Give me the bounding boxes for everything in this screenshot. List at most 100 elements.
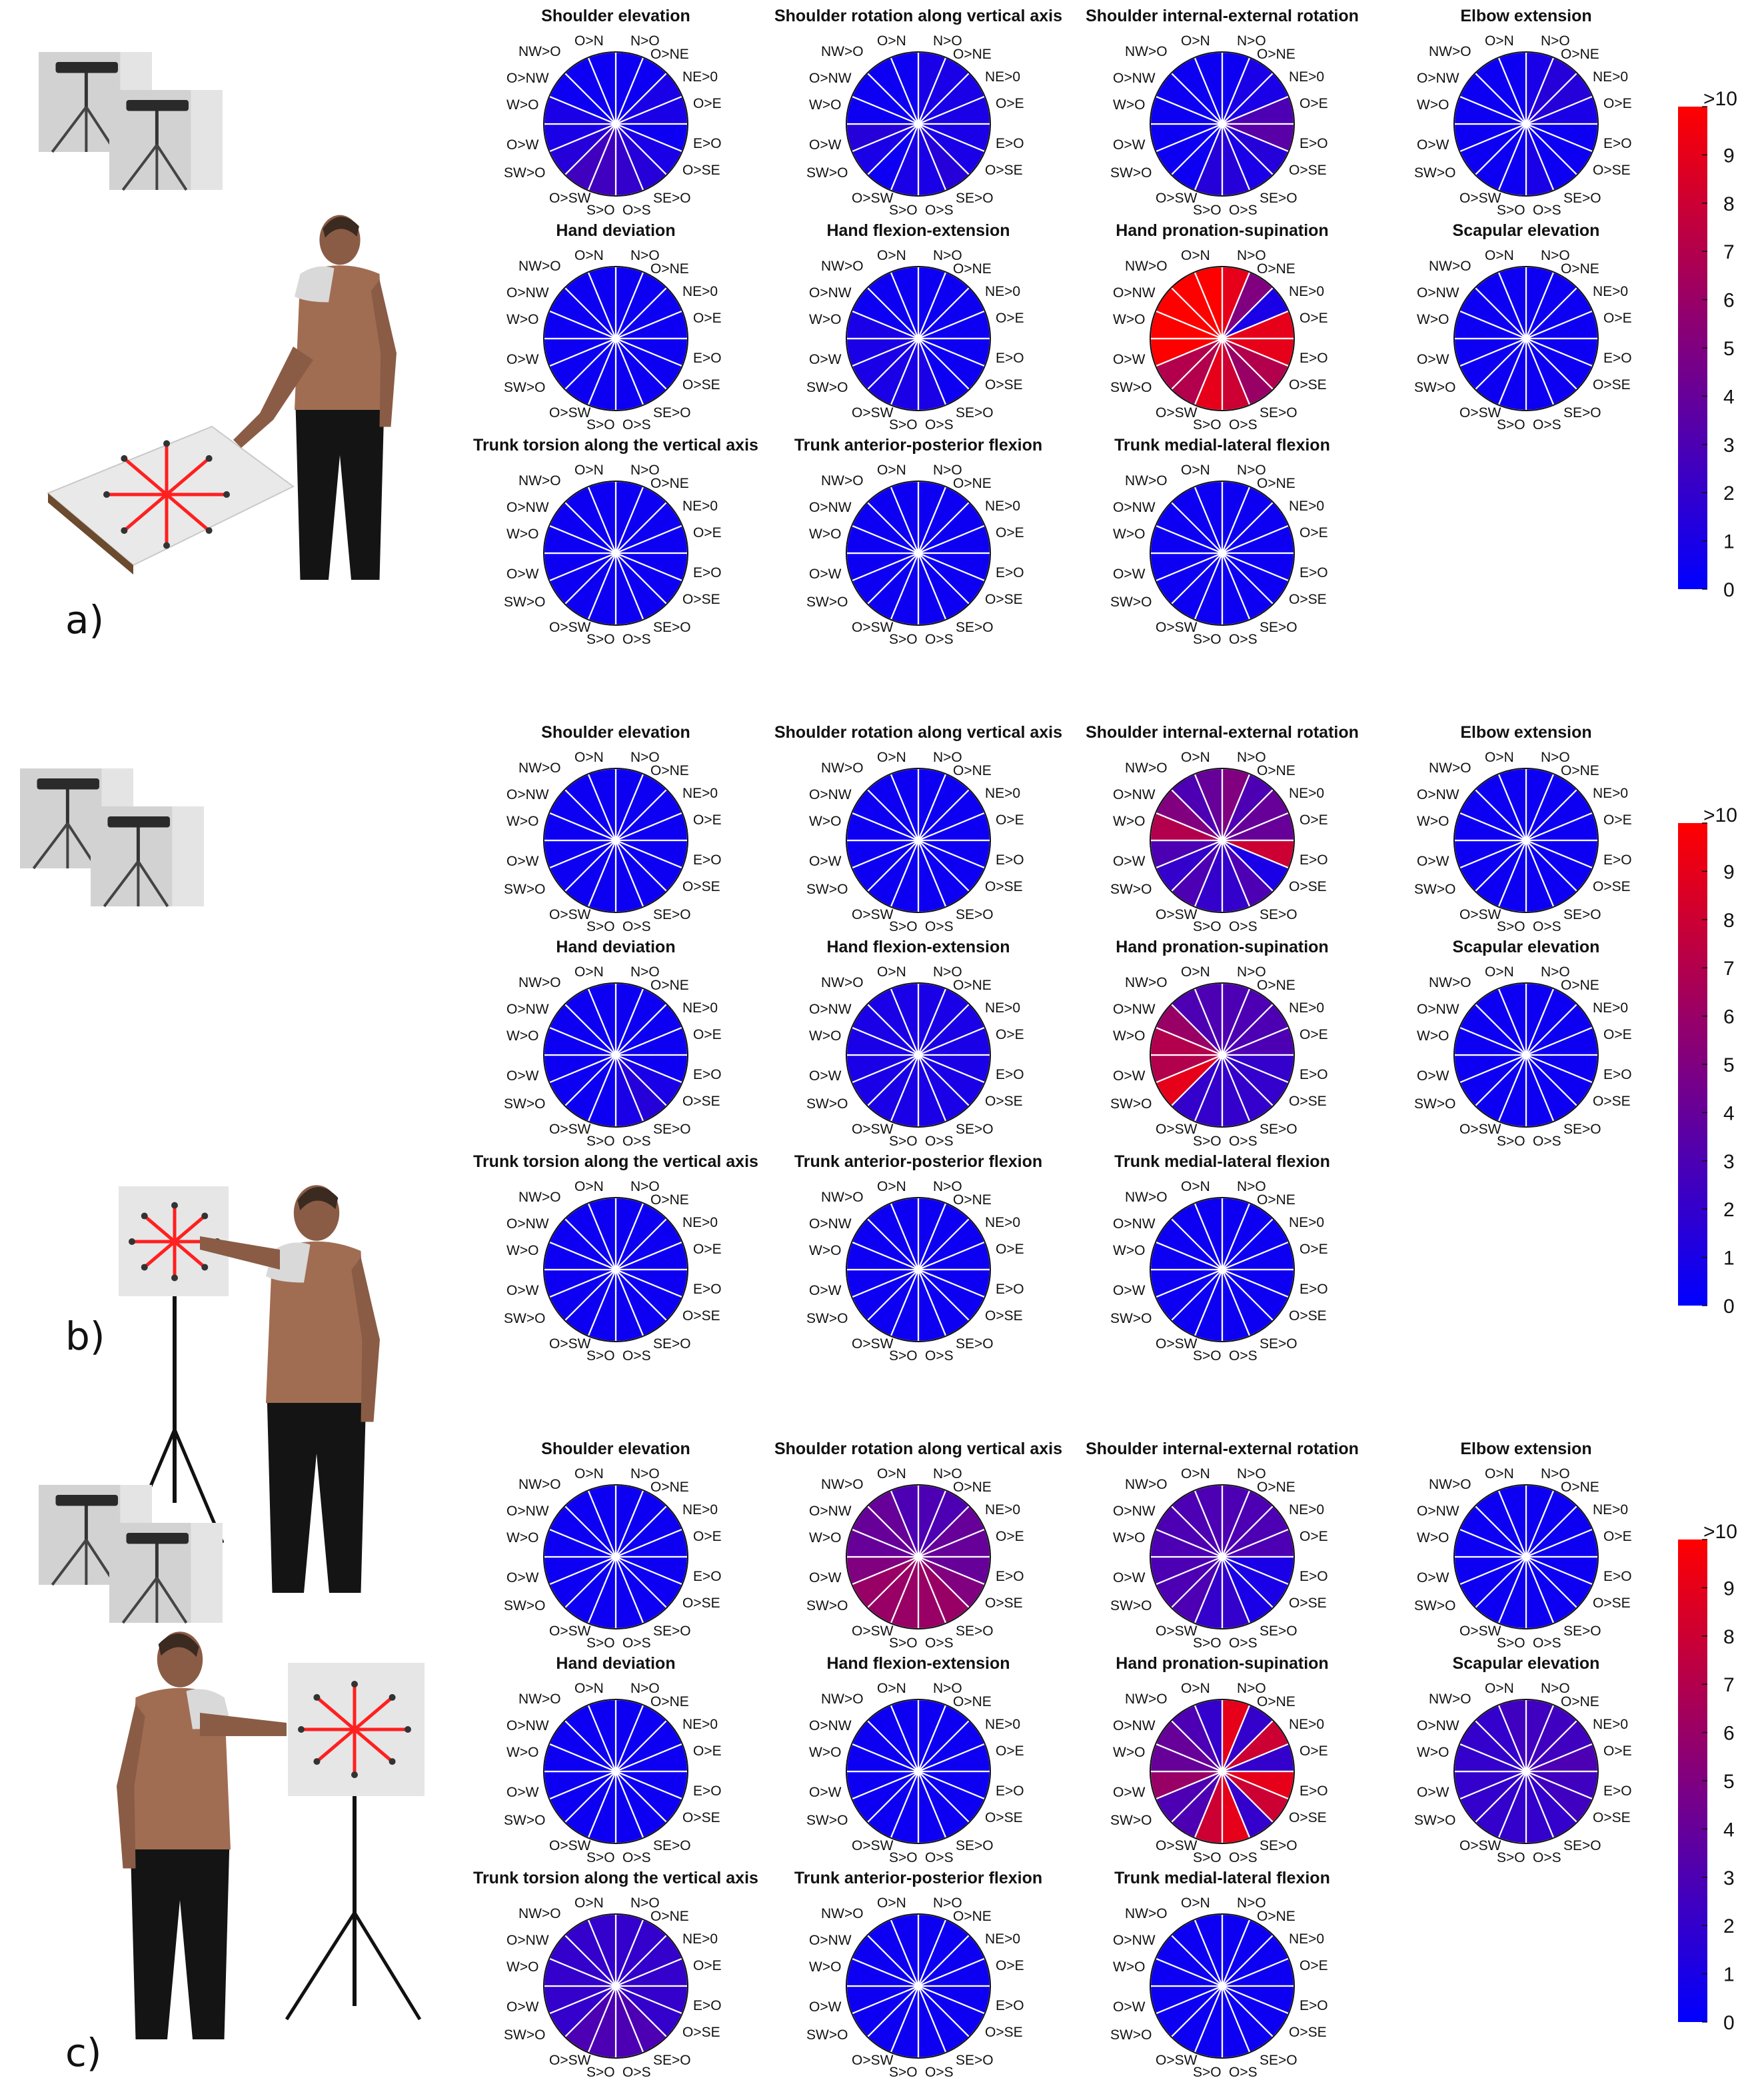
direction-label: O>W [506,137,539,153]
subject-hair [297,1187,339,1211]
direction-label: NW>O [821,1477,864,1492]
subject-marker-patch [295,266,335,303]
direction-label: NW>O [1429,760,1471,776]
target-marker [129,1238,135,1245]
chart-title: Trunk anterior-posterior flexion [794,436,1042,455]
direction-label: O>S [622,203,651,218]
direction-label: E>O [996,1569,1024,1584]
colorbar-tick-label: >10 [1703,1521,1737,1543]
direction-label: O>W [1113,352,1146,367]
direction-label: O>W [809,566,842,582]
direction-label: NE>0 [985,786,1020,801]
direction-label: SE>O [1260,1623,1298,1639]
chart-title: Trunk medial-lateral flexion [1114,436,1330,455]
direction-label: N>O [1541,964,1570,980]
direction-label: SW>O [806,882,848,897]
direction-label: O>E [1300,812,1328,828]
direction-label: O>SW [1459,907,1501,922]
camera-setup-photo [39,52,223,191]
direction-label: O>SW [852,907,894,922]
direction-label: S>O [889,632,918,647]
target-marker [141,1264,148,1271]
direction-label: O>W [1417,352,1449,367]
direction-label: NW>O [1429,1691,1471,1707]
target-marker [351,1681,358,1687]
direction-label: NW>O [821,44,864,59]
target-marker [201,1264,209,1271]
direction-label: NW>O [1125,975,1168,990]
subject-reaching-arm [200,1713,287,1736]
direction-label: O>E [996,1529,1024,1544]
chart-title: Shoulder internal-external rotation [1086,1440,1359,1458]
direction-label: W>O [1113,814,1145,829]
direction-label: O>S [1229,632,1258,647]
direction-label: O>S [925,2065,954,2080]
direction-label: O>N [574,1179,604,1194]
direction-label: W>O [506,1959,538,1975]
direction-label: O>NE [1561,978,1599,993]
direction-label: E>O [1300,852,1328,868]
direction-label: O>SE [1289,879,1327,894]
direction-label: O>NE [1257,978,1296,993]
direction-label: O>E [693,1242,722,1257]
direction-label: O>SE [1289,377,1327,393]
colorbar-tick-label: 5 [1723,1054,1735,1076]
direction-label: N>O [1541,750,1570,765]
direction-label: O>N [1181,1895,1210,1911]
polar-chart: Scapular elevation NW>O O>N N>OO>NE O>NW NE>0… [1414,221,1632,433]
direction-label: SW>O [806,1813,848,1828]
direction-label: N>O [630,248,660,263]
direction-label: O>S [925,203,954,218]
polar-chart: Hand pronation-supination NW>O O>N N>OO>NE O… [1110,221,1329,433]
direction-label: O>W [1417,854,1449,869]
direction-label: W>O [1417,1028,1449,1044]
direction-label: S>O [586,1850,615,1865]
chart-center [613,121,618,127]
direction-label: N>O [1237,1466,1266,1482]
direction-label: E>O [996,1783,1024,1799]
direction-label: O>N [1485,964,1514,980]
direction-label: N>O [933,964,962,980]
subject-scene-photo [119,1185,380,1593]
direction-label: SE>O [956,1122,994,1137]
direction-label: SW>O [806,1096,848,1112]
direction-label: O>W [809,1068,842,1084]
direction-label: O>NW [506,1002,549,1017]
direction-label: E>O [693,351,722,366]
direction-label: SW>O [806,2027,848,2043]
polar-chart: Shoulder internal-external rotation NW>O O… [1086,7,1359,218]
direction-label: O>W [809,1785,842,1800]
direction-label: N>O [1237,1895,1266,1911]
direction-label: E>O [1300,351,1328,366]
camera-photo-wall [191,90,223,190]
panel-label: a) [65,597,104,642]
polar-chart: Elbow extension NW>O O>N N>OO>NE O>NW NE>0 W>O… [1414,723,1632,934]
direction-label: O>NE [1257,1694,1296,1709]
polar-chart: Shoulder elevation NW>O O>N N>OO>NE O>NW NE>0… [504,7,722,218]
camera-photo-wall [191,1523,223,1623]
direction-label: O>E [693,1027,722,1042]
chart-title: Trunk anterior-posterior flexion [794,1152,1042,1171]
direction-label: S>O [1193,1134,1222,1149]
direction-label: O>N [1181,33,1210,49]
target-marker [121,527,128,534]
direction-label: N>O [933,750,962,765]
direction-label: O>S [925,1635,954,1651]
direction-label: O>E [996,1743,1024,1759]
direction-label: W>O [1113,1959,1145,1975]
direction-label: O>SE [1593,377,1631,393]
direction-label: SW>O [806,1598,848,1613]
camera-setup-photo [39,1485,223,1624]
direction-label: SW>O [1110,882,1152,897]
direction-label: NE>0 [682,284,718,299]
direction-label: E>O [996,136,1024,151]
direction-label: NW>O [821,760,864,776]
chart-outline [1150,1699,1295,1844]
polar-chart: Hand pronation-supination NW>O O>N N>OO>NE O… [1110,1654,1329,1865]
direction-label: SE>O [1563,405,1601,421]
direction-label: O>SE [1289,1595,1327,1611]
direction-label: E>O [996,565,1024,580]
kinect-sensor [37,778,99,790]
direction-label: S>O [586,632,615,647]
